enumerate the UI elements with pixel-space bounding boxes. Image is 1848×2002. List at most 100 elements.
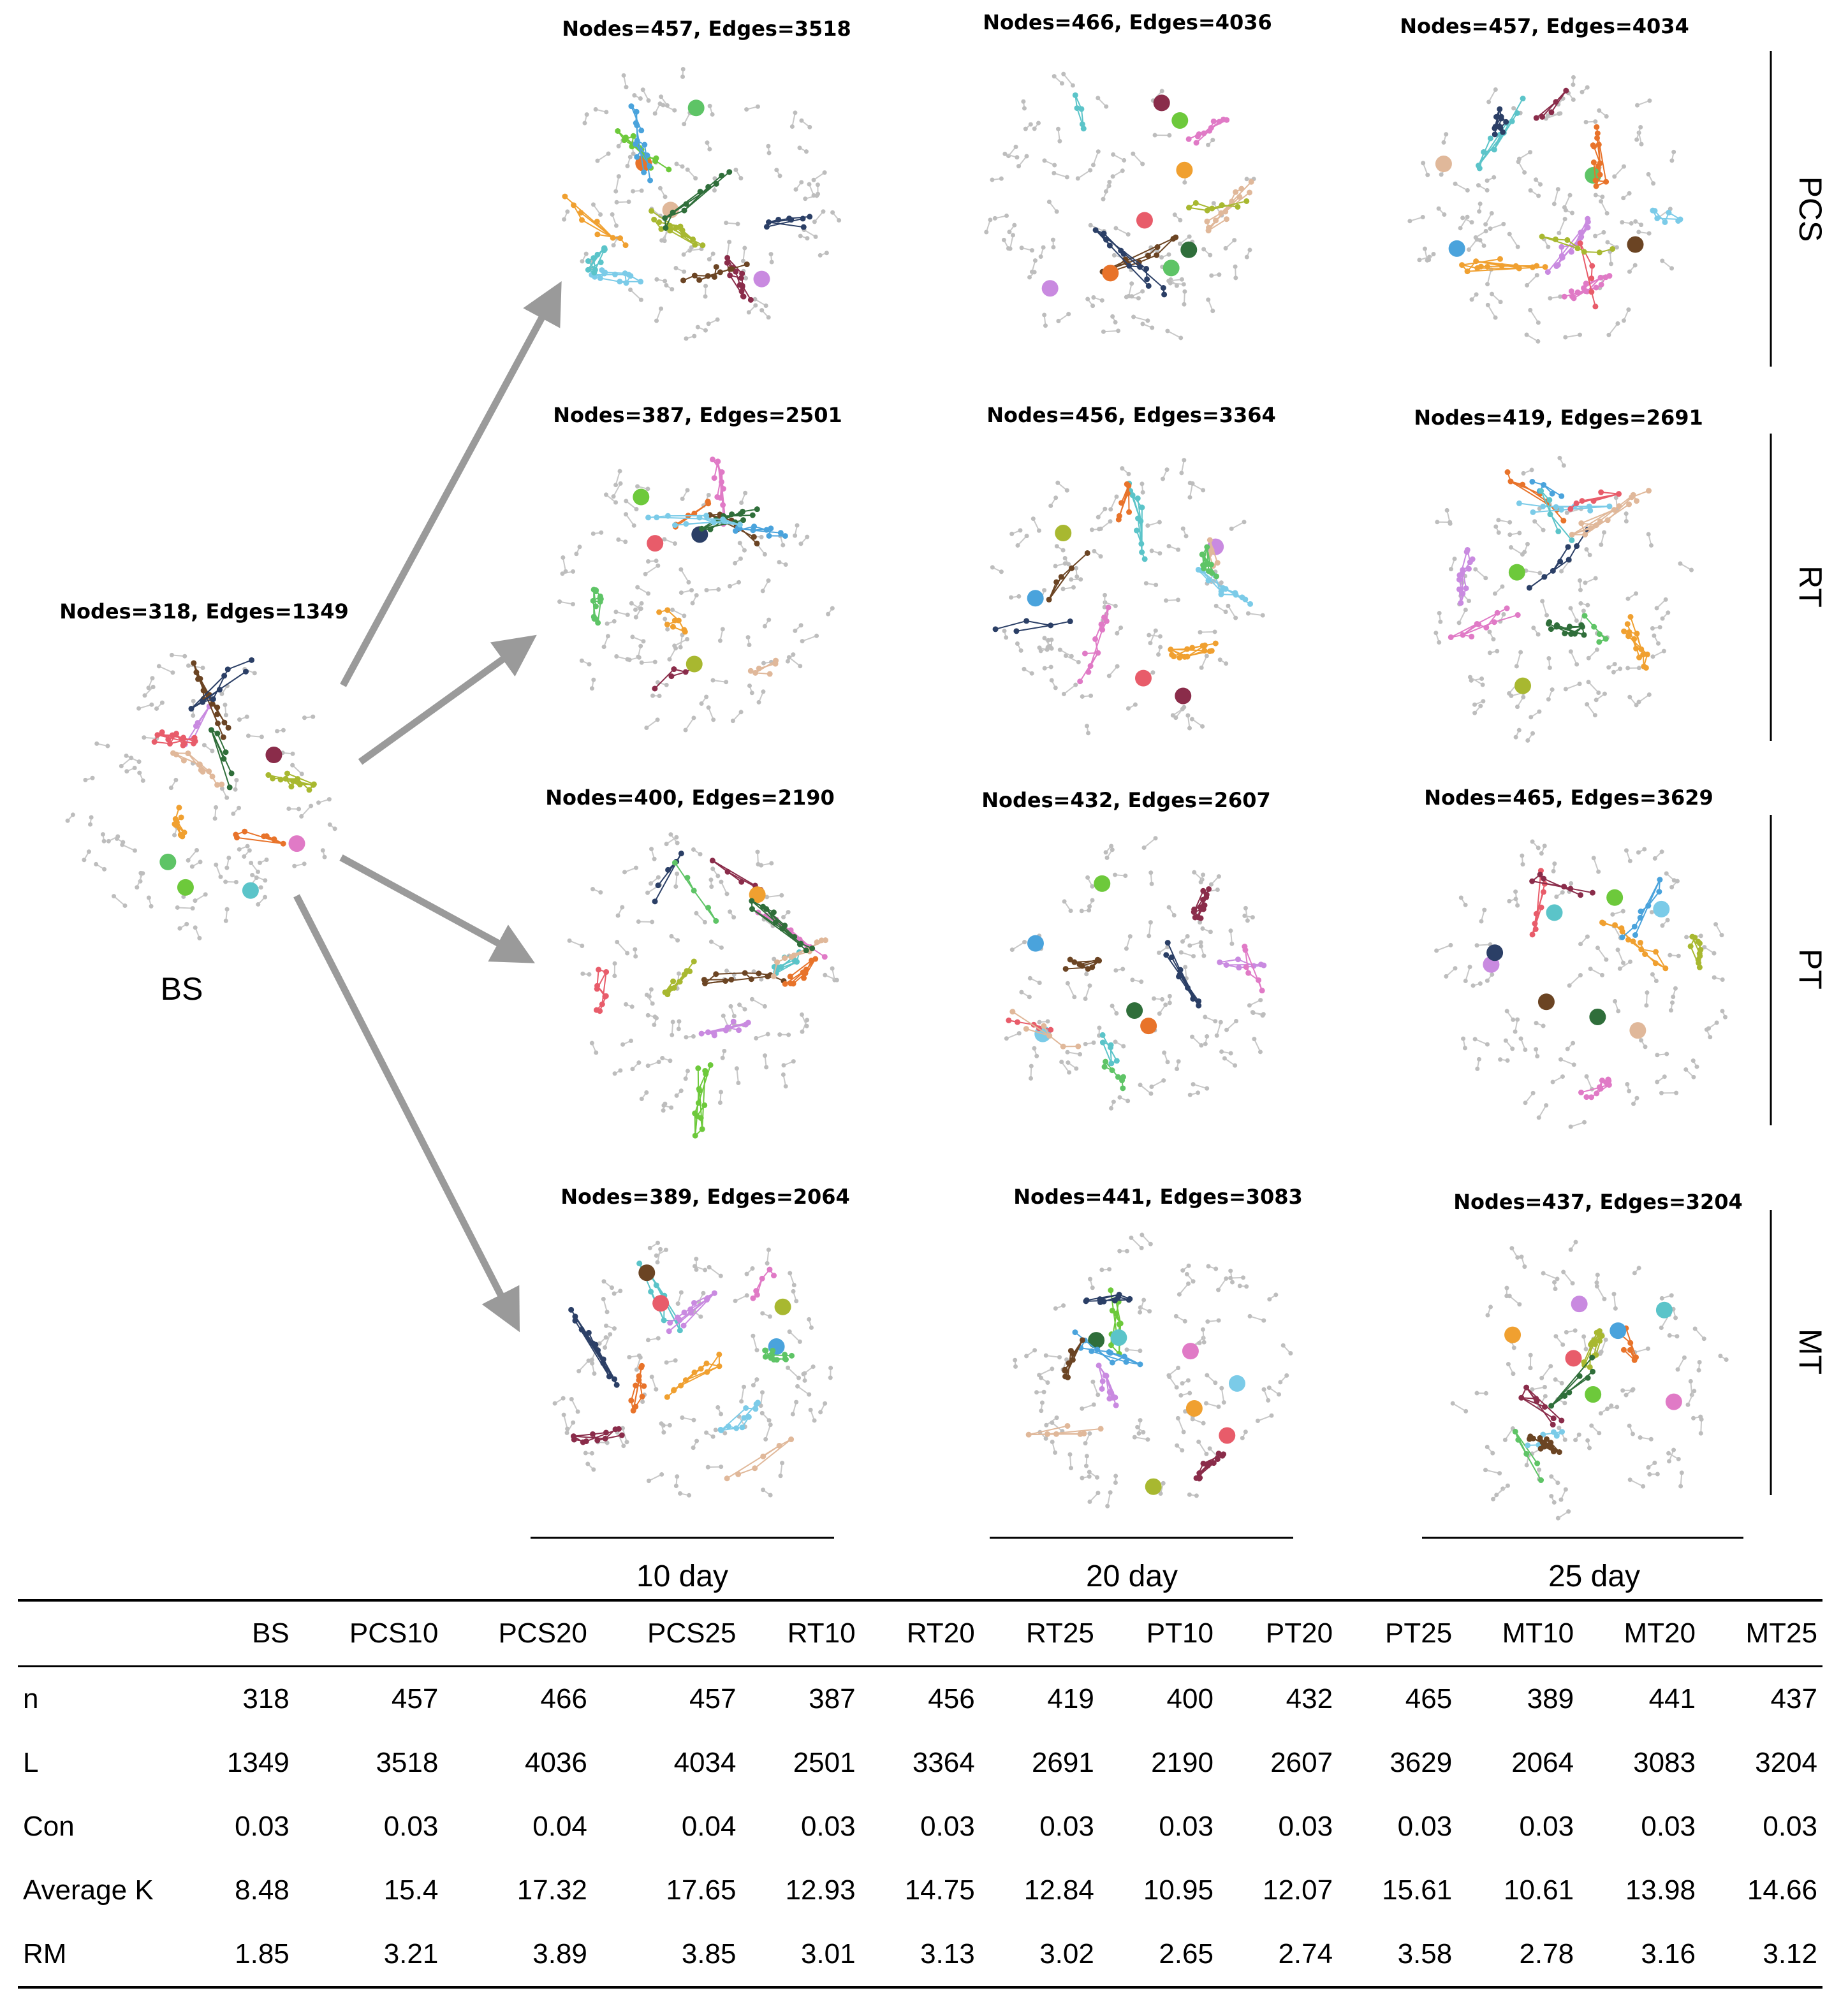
- minor-node: [1560, 1342, 1566, 1347]
- minor-node: [1434, 948, 1439, 953]
- minor-node: [1141, 1429, 1146, 1435]
- minor-node: [1045, 645, 1050, 650]
- minor-node: [1187, 495, 1192, 500]
- hub-module: [686, 655, 703, 673]
- minor-node: [627, 657, 632, 662]
- minor-node: [1441, 140, 1446, 145]
- module-node: [288, 784, 295, 790]
- minor-edge: [1475, 569, 1486, 579]
- minor-node: [1091, 295, 1096, 300]
- minor-node: [718, 1273, 723, 1278]
- minor-node: [1230, 1280, 1235, 1285]
- minor-node: [1030, 516, 1036, 522]
- minor-node: [194, 847, 200, 852]
- minor-node: [1698, 1431, 1703, 1436]
- minor-node: [1627, 191, 1632, 196]
- module-node: [1588, 289, 1595, 295]
- minor-node: [761, 689, 766, 694]
- module-node: [1618, 925, 1625, 932]
- minor-node: [1652, 1460, 1657, 1465]
- module-edge: [1580, 243, 1593, 267]
- hub-module: [1610, 1322, 1627, 1340]
- minor-node: [149, 702, 154, 707]
- hub-module: [288, 835, 305, 852]
- minor-node: [1214, 603, 1219, 608]
- minor-node: [1108, 507, 1113, 512]
- minor-node: [1612, 174, 1617, 179]
- module-node: [1099, 1378, 1106, 1384]
- minor-node: [1046, 200, 1052, 205]
- minor-node: [1184, 1271, 1189, 1276]
- module-edge: [1510, 481, 1541, 495]
- module-node: [1235, 203, 1241, 210]
- module-node: [1590, 1368, 1596, 1375]
- module-node: [1578, 234, 1585, 240]
- hub-module: [1055, 525, 1072, 542]
- minor-node: [1140, 321, 1145, 326]
- module-edge: [1550, 1357, 1593, 1407]
- minor-edge: [1189, 483, 1194, 498]
- module-node: [800, 224, 807, 230]
- minor-node: [1123, 873, 1128, 879]
- minor-node: [791, 652, 796, 657]
- module-node: [1079, 121, 1085, 128]
- minor-edge: [1538, 1105, 1547, 1118]
- minor-edge: [1586, 704, 1596, 716]
- module-node: [1612, 922, 1618, 928]
- module-node: [702, 980, 708, 986]
- module-edge: [1189, 207, 1208, 212]
- minor-node: [1159, 255, 1164, 260]
- minor-node: [654, 1253, 659, 1258]
- minor-node: [707, 103, 712, 108]
- minor-node: [1083, 1042, 1088, 1047]
- minor-node: [612, 974, 617, 979]
- module-node: [769, 1352, 775, 1358]
- module-node: [594, 219, 600, 225]
- minor-node: [1150, 670, 1155, 675]
- minor-node: [1482, 907, 1487, 912]
- module-node: [992, 626, 999, 632]
- minor-node: [1599, 542, 1604, 547]
- module-node: [592, 1341, 599, 1348]
- minor-node: [670, 1032, 675, 1037]
- module-node: [1023, 1026, 1029, 1032]
- minor-node: [1122, 157, 1127, 163]
- hub-module: [1537, 993, 1555, 1011]
- module-node: [1229, 198, 1235, 205]
- minor-node: [1646, 231, 1652, 236]
- module-node: [572, 1313, 578, 1320]
- module-node: [1476, 621, 1482, 627]
- module-node: [809, 945, 816, 951]
- minor-node: [1237, 1283, 1242, 1289]
- minor-node: [1621, 196, 1626, 201]
- module-node: [648, 1289, 654, 1295]
- minor-node: [691, 715, 696, 720]
- module-node: [782, 923, 788, 929]
- minor-edge: [569, 940, 583, 947]
- module-node: [228, 770, 235, 777]
- minor-node: [1434, 631, 1439, 636]
- minor-node: [1244, 177, 1249, 182]
- minor-node: [1435, 520, 1440, 525]
- minor-node: [1485, 978, 1490, 983]
- minor-node: [1050, 1440, 1055, 1445]
- module-node: [1109, 1308, 1115, 1314]
- module-node: [1126, 483, 1132, 489]
- minor-node: [604, 110, 609, 115]
- minor-node: [1185, 934, 1190, 939]
- minor-edge: [1066, 655, 1079, 663]
- module-node: [1196, 1475, 1203, 1482]
- module-node: [1559, 254, 1566, 261]
- minor-node: [1551, 1500, 1557, 1505]
- minor-node: [707, 147, 712, 152]
- module-node: [1526, 1436, 1532, 1442]
- minor-node: [1096, 1491, 1101, 1496]
- minor-edge: [1680, 1472, 1683, 1487]
- minor-node: [721, 1013, 726, 1018]
- minor-node: [1559, 569, 1564, 574]
- minor-node: [736, 1081, 741, 1086]
- minor-node: [1636, 699, 1641, 705]
- module-node: [1590, 498, 1597, 504]
- minor-node: [1201, 247, 1206, 252]
- minor-node: [1069, 1466, 1074, 1471]
